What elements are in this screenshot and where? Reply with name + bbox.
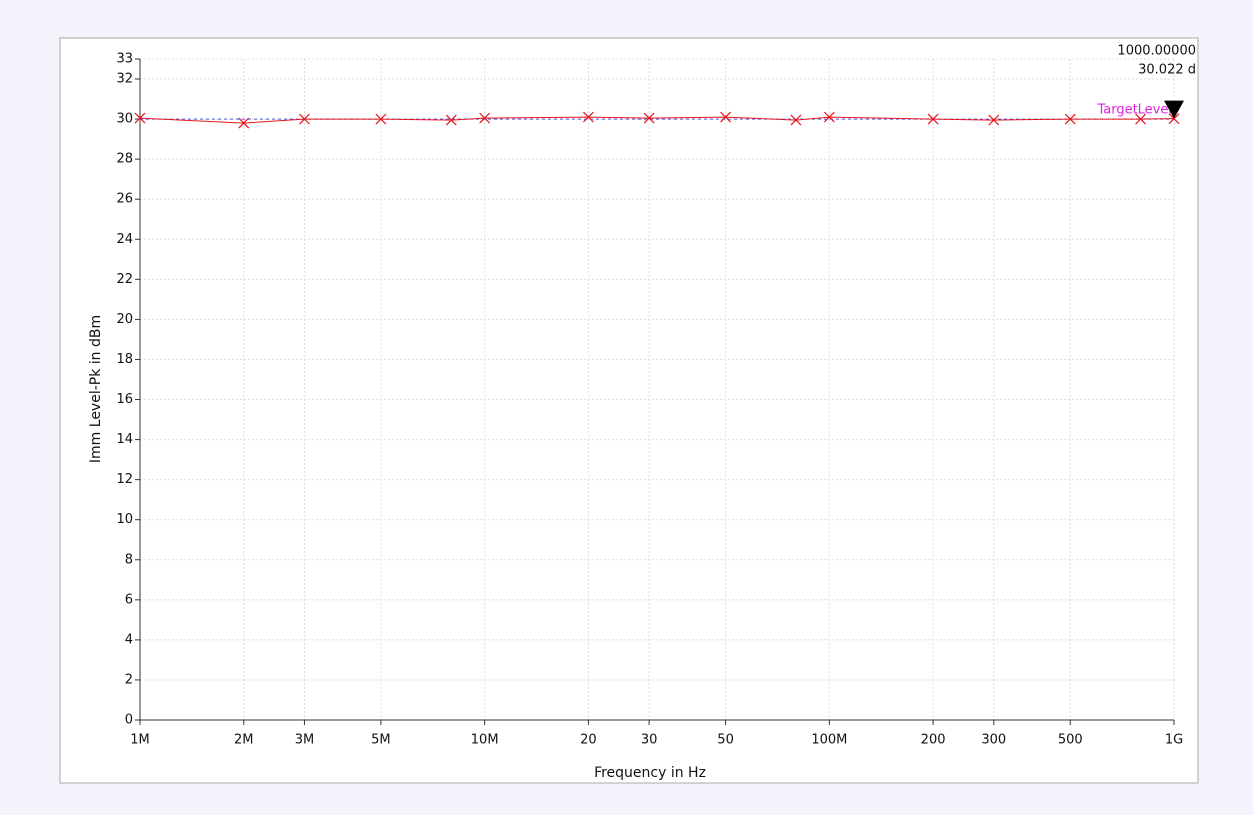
- y-tick-label: 33: [116, 52, 133, 67]
- y-tick-label: 8: [125, 552, 133, 567]
- x-tick-label: 3M: [295, 733, 315, 748]
- data-point: [1064, 113, 1076, 125]
- y-tick-label: 24: [116, 232, 133, 247]
- series-line: [139, 116, 1175, 124]
- data-point: [299, 113, 310, 125]
- y-tick-label: 14: [116, 432, 133, 447]
- data-point: [720, 111, 732, 123]
- y-axis-title: Imm Level-Pk in dBm: [88, 315, 104, 463]
- x-tick-label: 100M: [811, 733, 847, 748]
- data-point: [582, 111, 594, 123]
- x-tick-label: 2M: [234, 733, 254, 748]
- data-point: [238, 117, 250, 129]
- data-point: [134, 112, 146, 124]
- chart-panel: [59, 37, 1199, 784]
- x-tick-label: 50: [717, 733, 734, 748]
- data-point: [927, 113, 939, 125]
- marker-readout: 30.022 d: [1138, 63, 1196, 78]
- marker: [1164, 100, 1184, 119]
- y-tick-label: 2: [125, 672, 133, 687]
- data-point: [1135, 113, 1147, 125]
- y-tick-label: 16: [116, 392, 133, 407]
- data-point: [643, 112, 655, 124]
- data-point: [988, 114, 1000, 126]
- data-point: [375, 113, 387, 125]
- x-tick-label: 20: [580, 733, 597, 748]
- y-tick-label: 10: [116, 512, 133, 527]
- y-tick-label: 28: [116, 152, 133, 167]
- y-tick-label: 12: [116, 472, 133, 487]
- y-tick-label: 32: [116, 72, 133, 87]
- x-tick-label: 30: [641, 733, 658, 748]
- data-point: [479, 112, 491, 124]
- y-tick-label: 30: [116, 112, 133, 127]
- target-label: TargetLevel: [1096, 103, 1172, 118]
- y-tick-label: 18: [116, 352, 133, 367]
- marker-readout: 1000.00000: [1117, 44, 1196, 59]
- data-point: [790, 114, 802, 126]
- x-tick-label: 300: [981, 733, 1006, 748]
- y-tick-label: 4: [125, 632, 133, 647]
- y-tick-label: 26: [116, 192, 133, 207]
- x-axis-title: Frequency in Hz: [594, 765, 706, 781]
- x-tick-label: 1G: [1165, 733, 1183, 748]
- x-tick-label: 10M: [471, 733, 499, 748]
- y-tick-label: 0: [125, 713, 133, 728]
- x-tick-label: 5M: [371, 733, 391, 748]
- y-tick-label: 22: [116, 272, 133, 287]
- x-tick-label: 200: [921, 733, 946, 748]
- x-tick-label: 1M: [130, 733, 150, 748]
- y-tick-label: 6: [125, 592, 133, 607]
- data-point: [445, 114, 457, 126]
- y-tick-label: 20: [116, 312, 133, 327]
- data-point: [823, 111, 835, 123]
- x-tick-label: 500: [1058, 733, 1083, 748]
